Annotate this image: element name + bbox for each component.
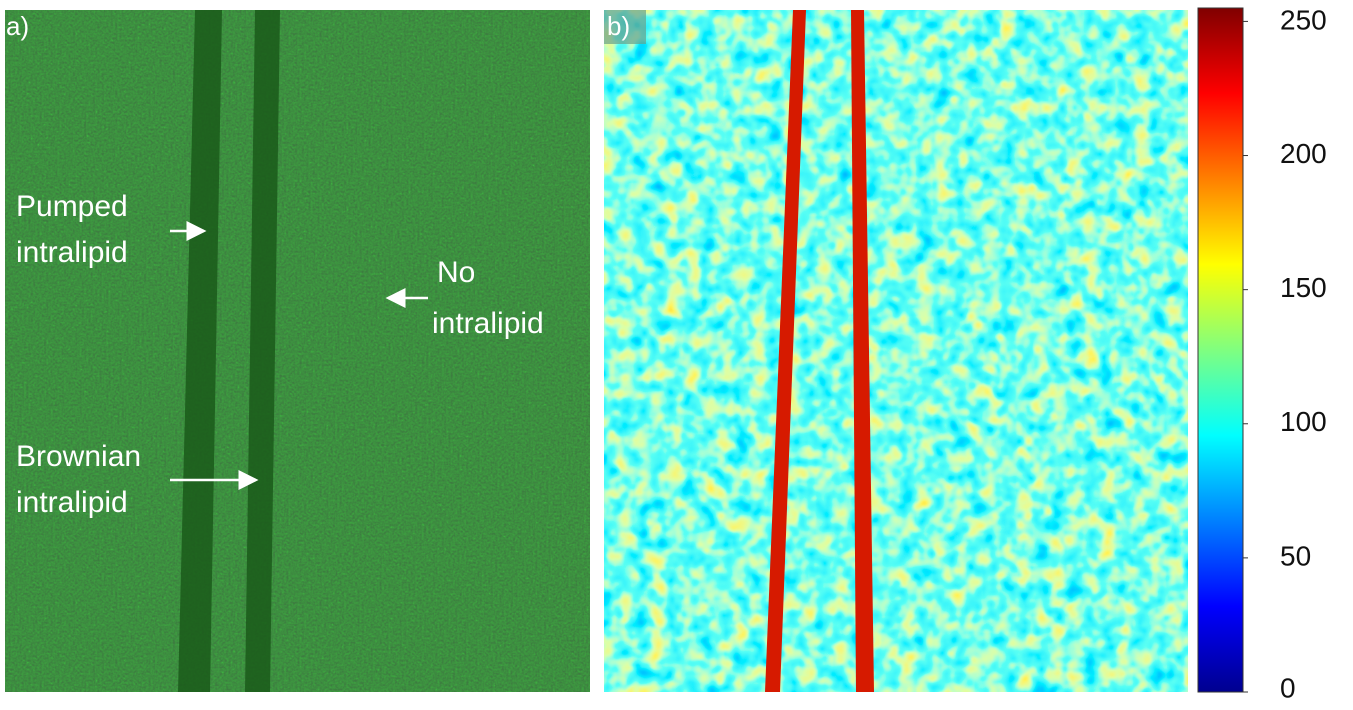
panel-label: a) [6,11,29,41]
annotation: intralipid [16,236,128,269]
annotation: Brownian [16,440,141,473]
colorbar [1197,7,1244,693]
contrast-map [604,10,1188,692]
tick-label: 250 [1280,4,1327,35]
tick-label: 150 [1280,272,1327,303]
high-contrast-band [765,10,806,692]
annotation: No [437,256,475,289]
channel-band [245,10,280,692]
tick-label: 50 [1280,540,1311,571]
panel-b: b) 0 50 100 150 200 250 [604,4,1327,703]
high-contrast-band [851,10,874,692]
tick-label: 100 [1280,406,1327,437]
annotation: intralipid [16,486,128,519]
panel-label: b) [607,11,630,41]
channel-band [178,10,222,692]
tick-label: 200 [1280,138,1327,169]
panel-a: a) Pumped intralipid No intralipid Brown… [5,10,590,692]
speckle-image [5,10,590,692]
tick-label: 0 [1280,672,1296,703]
annotation: intralipid [432,307,544,340]
annotation: Pumped [16,190,128,223]
label-box [604,10,646,44]
